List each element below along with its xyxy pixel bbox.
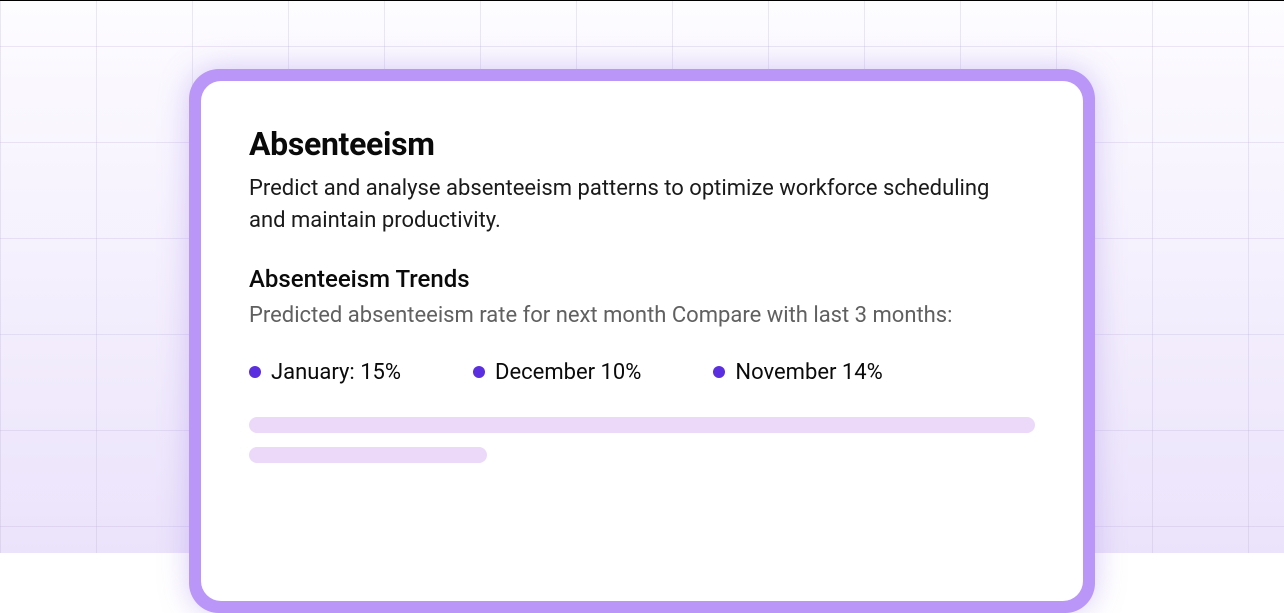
placeholder-line — [249, 447, 487, 463]
card-border: Absenteeism Predict and analyse absentee… — [189, 69, 1095, 613]
card-wrapper: Absenteeism Predict and analyse absentee… — [189, 69, 1095, 613]
data-label: December 10% — [495, 360, 641, 385]
data-label: November 14% — [735, 360, 882, 385]
absenteeism-card: Absenteeism Predict and analyse absentee… — [201, 81, 1083, 601]
data-item-december: December 10% — [473, 360, 641, 385]
page-background: Absenteeism Predict and analyse absentee… — [0, 0, 1284, 553]
section-subtitle: Predicted absenteeism rate for next mont… — [249, 299, 1009, 332]
data-label: January: 15% — [271, 360, 401, 385]
card-subtitle: Predict and analyse absenteeism patterns… — [249, 173, 1009, 237]
placeholder-line — [249, 417, 1035, 433]
placeholder-lines — [249, 417, 1035, 463]
card-title: Absenteeism — [249, 125, 1035, 163]
data-item-november: November 14% — [713, 360, 882, 385]
data-item-january: January: 15% — [249, 360, 401, 385]
data-row: January: 15% December 10% November 14% — [249, 360, 1035, 385]
bullet-icon — [473, 366, 485, 378]
bullet-icon — [713, 366, 725, 378]
bullet-icon — [249, 366, 261, 378]
section-title: Absenteeism Trends — [249, 265, 1035, 293]
